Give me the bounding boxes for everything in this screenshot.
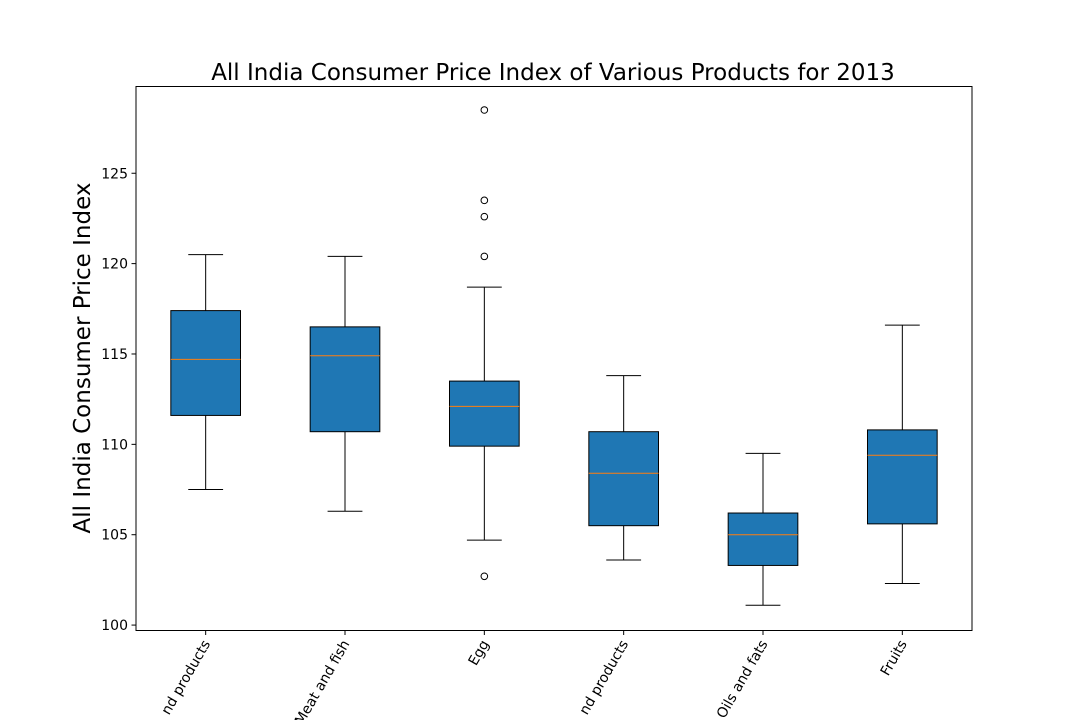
outlier-point [480, 212, 489, 221]
x-tick-label: Oils and fats [714, 638, 772, 720]
outlier-point [480, 196, 489, 205]
plot-area: 100 105 110 115 120 125 nd products Meat and fi… [101, 106, 938, 720]
y-tick-label: 100 [101, 618, 128, 634]
box-5 [867, 429, 938, 525]
box-1 [309, 326, 381, 433]
x-tick-label: Egg [466, 638, 493, 669]
x-tick-label: Fruits [878, 638, 911, 679]
y-tick-label: 105 [101, 528, 128, 544]
box-4 [727, 512, 799, 566]
y-tick-label: 120 [101, 257, 128, 273]
outlier-point [480, 572, 489, 581]
y-tick-label: 125 [101, 166, 128, 182]
y-tick-label: 115 [101, 347, 128, 363]
x-tick-label: Meat and fish [292, 638, 353, 720]
axes-frame [135, 86, 973, 631]
outlier-point [480, 252, 489, 261]
x-tick-label: nd products [159, 638, 215, 718]
box-2 [449, 380, 520, 447]
box-0 [170, 310, 241, 416]
box-3 [588, 431, 659, 527]
x-tick-label: nd products [577, 638, 633, 718]
outlier-point [480, 106, 489, 114]
y-tick-label: 110 [101, 437, 128, 453]
y-axis-label: All India Consumer Price Index [70, 183, 96, 534]
chart-title: All India Consumer Price Index of Variou… [211, 60, 895, 86]
